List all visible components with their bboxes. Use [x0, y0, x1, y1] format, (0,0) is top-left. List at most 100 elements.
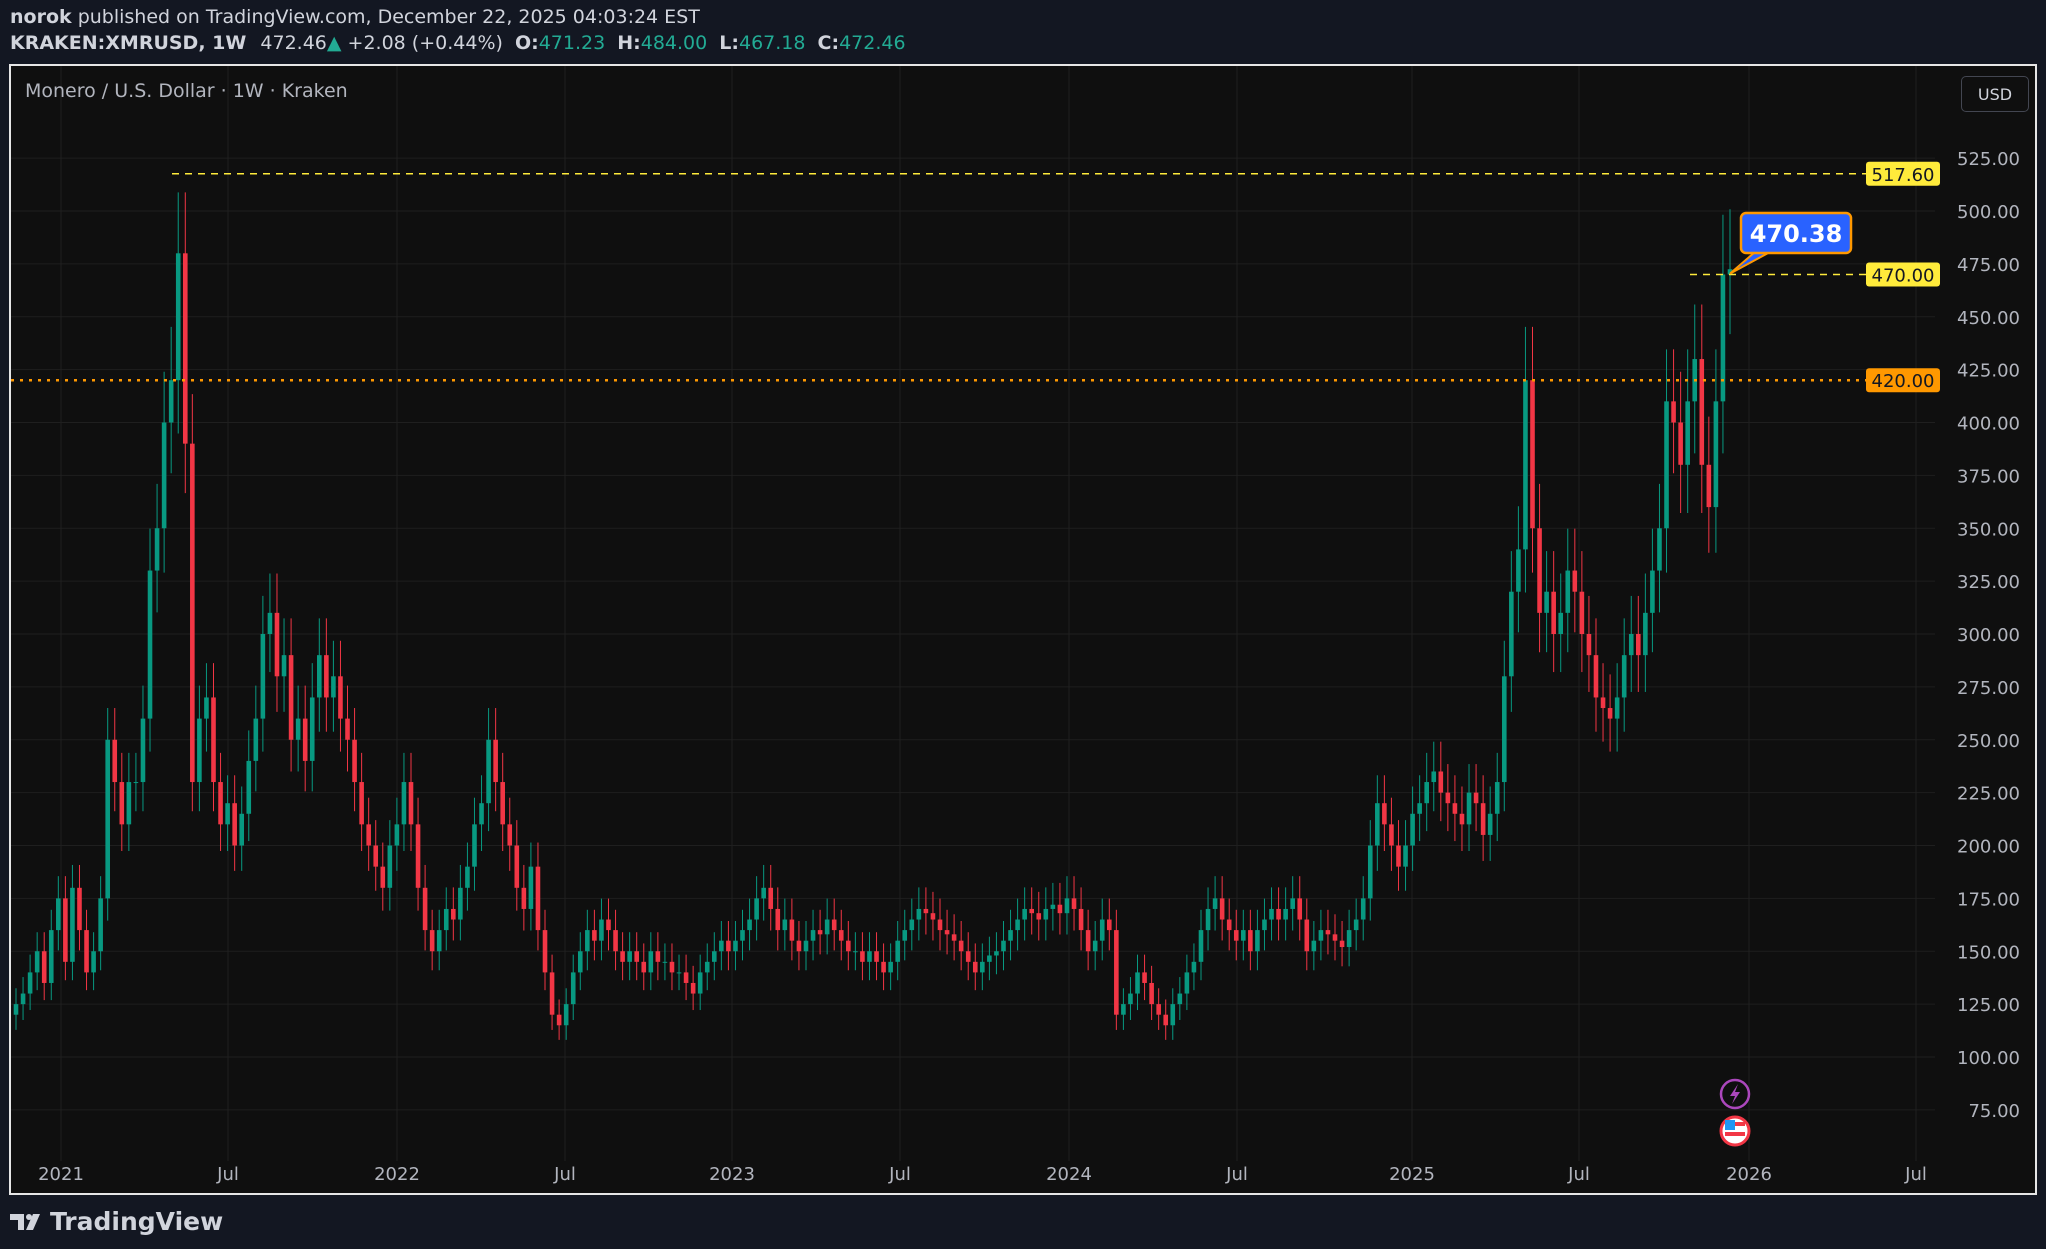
- candle-body: [218, 782, 223, 825]
- candle-body: [1431, 771, 1437, 783]
- candle-body: [1643, 612, 1648, 656]
- y-tick-label: 175.00: [1957, 889, 2020, 910]
- candle-body: [70, 887, 75, 962]
- candle-body: [1551, 591, 1556, 634]
- candle-body: [592, 930, 597, 941]
- candle-body: [881, 961, 886, 973]
- candle-body: [295, 718, 301, 740]
- candle-body: [211, 697, 216, 783]
- candle-body: [1290, 898, 1295, 909]
- candle-body: [1509, 591, 1514, 677]
- y-tick-label: 375.00: [1957, 466, 2020, 487]
- candle-body: [1621, 655, 1627, 698]
- candle-body: [48, 930, 54, 983]
- candle-body: [1128, 993, 1133, 1005]
- symbol: KRAKEN:XMRUSD, 1W: [10, 32, 247, 54]
- candle-body: [1156, 1004, 1161, 1015]
- candle-body: [204, 697, 209, 719]
- candle-body: [542, 930, 548, 973]
- candle-body: [1699, 359, 1705, 465]
- candle-body: [225, 803, 230, 825]
- candle-body: [789, 919, 795, 941]
- candle-body: [563, 1004, 569, 1026]
- author[interactable]: norok: [10, 6, 72, 28]
- candle-body: [1424, 782, 1429, 804]
- candle-body: [77, 887, 82, 931]
- candle-body: [429, 930, 435, 952]
- candle-body: [1114, 930, 1119, 1015]
- candle-body: [867, 951, 872, 962]
- candle-body: [817, 930, 823, 935]
- candle-body: [528, 866, 534, 909]
- candle-body: [606, 919, 611, 931]
- last-price: 472.46: [260, 32, 327, 54]
- candle-body: [56, 898, 61, 931]
- candle-body: [514, 845, 520, 888]
- candle-body: [13, 1004, 19, 1015]
- candle-body: [888, 961, 893, 973]
- candle-body: [260, 634, 266, 719]
- candle-body: [182, 253, 188, 444]
- candle-body: [641, 961, 647, 973]
- candle-body: [1558, 612, 1564, 634]
- callout-label: 470.38: [1750, 220, 1843, 248]
- candle-body: [1452, 803, 1458, 814]
- price-label-box: [1866, 262, 1940, 287]
- candle-body: [1713, 401, 1719, 508]
- candle-body: [1480, 803, 1486, 835]
- candle-body: [1015, 919, 1020, 931]
- candle-body: [1085, 930, 1091, 952]
- candle-body: [1720, 274, 1726, 402]
- candle-body: [415, 824, 421, 888]
- candle-body: [930, 913, 936, 920]
- candle-body: [1198, 930, 1204, 962]
- chart-pane[interactable]: 75.00 100.00 125.00 150.00 175.00 200.00 225.0…: [9, 64, 2037, 1195]
- candle-body: [1375, 803, 1380, 846]
- candle-body: [585, 930, 590, 952]
- candle-body: [704, 961, 710, 973]
- candle-body: [909, 919, 915, 931]
- candle-body: [676, 972, 682, 974]
- y-tick-label: 400.00: [1957, 414, 2020, 435]
- high-value: 484.00: [640, 32, 708, 54]
- candle-body: [690, 982, 696, 994]
- candle-body: [860, 951, 865, 962]
- x-tick-label: Jul: [553, 1164, 576, 1185]
- candle-body: [916, 908, 922, 920]
- up-arrow-icon: ▲: [326, 32, 342, 54]
- candle-body: [1706, 464, 1712, 508]
- y-tick-label: 250.00: [1957, 731, 2020, 752]
- candle-body: [1262, 919, 1267, 931]
- price-label-box: [1866, 368, 1940, 393]
- candle-body: [535, 866, 541, 931]
- candle-body: [1628, 634, 1634, 656]
- candle-body: [747, 919, 752, 931]
- candle-body: [1057, 904, 1063, 914]
- y-tick-label: 500.00: [1957, 202, 2020, 223]
- price-label: 470.00: [1872, 265, 1935, 286]
- y-tick-label: 200.00: [1957, 837, 2020, 858]
- y-tick-label: 150.00: [1957, 942, 2020, 963]
- candle-body: [620, 951, 625, 962]
- change: +2.08 (+0.44%): [347, 32, 503, 54]
- candle-body: [980, 961, 985, 973]
- candle-body: [267, 612, 273, 634]
- tradingview-logo[interactable]: TradingView: [10, 1207, 223, 1236]
- candle-body: [359, 782, 364, 825]
- price-label: 517.60: [1872, 165, 1935, 186]
- candle-body: [232, 803, 237, 846]
- candle-body: [944, 930, 950, 935]
- candle-body: [1403, 845, 1408, 867]
- candle-body: [253, 718, 259, 761]
- candle-body: [1311, 940, 1317, 952]
- candle-body: [1022, 908, 1027, 920]
- candlestick-chart[interactable]: 75.00 100.00 125.00 150.00 175.00 200.00 225.0…: [11, 66, 2035, 1193]
- currency-button[interactable]: USD: [1961, 76, 2029, 112]
- candle-body: [1445, 792, 1451, 804]
- candle-body: [1177, 993, 1183, 1005]
- candle-body: [831, 919, 837, 931]
- candle-body: [1494, 782, 1500, 814]
- candle-body: [1106, 919, 1112, 931]
- candle-body: [309, 697, 315, 761]
- candle-body: [274, 612, 280, 677]
